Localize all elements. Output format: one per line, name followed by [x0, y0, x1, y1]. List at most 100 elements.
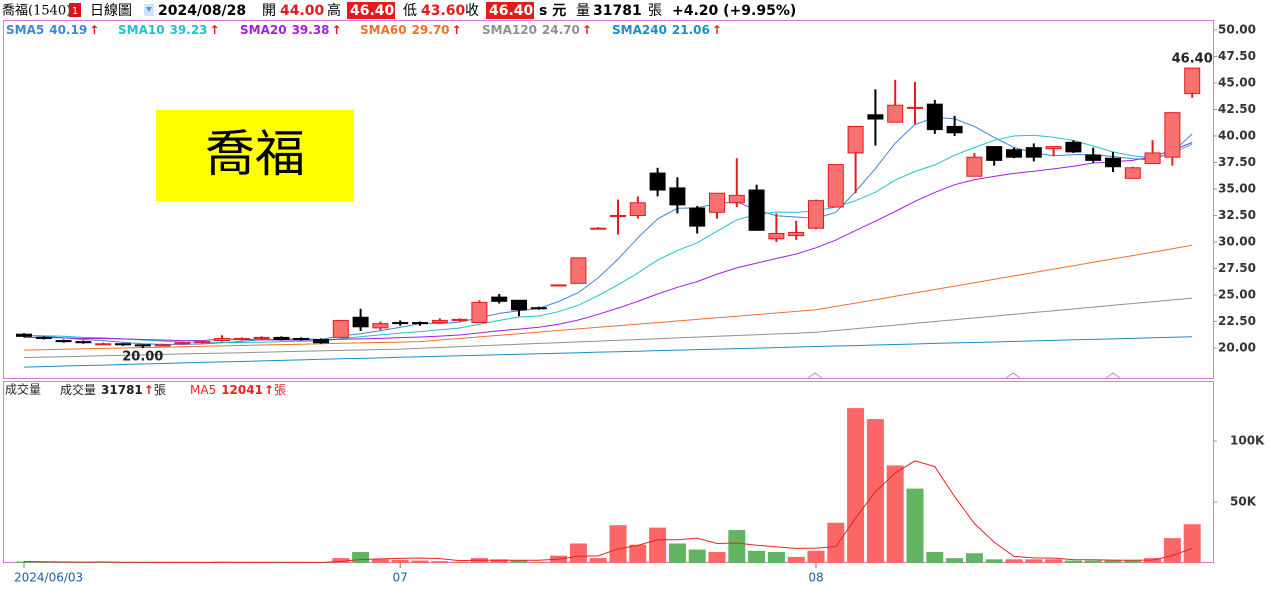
- legend-name: SMA5: [6, 23, 44, 37]
- legend-name: 成交量: [60, 382, 96, 397]
- legend-trend: ↑: [332, 23, 342, 37]
- candle-body: [650, 173, 665, 190]
- volume-bar: [1085, 561, 1102, 563]
- legend-name: SMA240: [612, 23, 667, 37]
- y-tick-label: 30.00: [1218, 234, 1256, 248]
- legend-unit: 張: [154, 383, 166, 397]
- candle-body: [195, 342, 210, 343]
- candle-body: [135, 345, 150, 346]
- y-tick-label: 50K: [1230, 495, 1257, 509]
- candle-body: [690, 208, 705, 226]
- volume-bar: [926, 552, 943, 563]
- candle-body: [848, 126, 863, 153]
- y-tick-label: 45.00: [1218, 75, 1256, 89]
- candle-body: [888, 105, 903, 122]
- y-tick-label: 35.00: [1218, 181, 1256, 195]
- close-label: 收: [465, 3, 479, 19]
- candle-body: [155, 345, 170, 346]
- candle-body: [413, 323, 428, 324]
- candle-body: [175, 343, 190, 344]
- open-value: 44.00: [280, 3, 325, 19]
- legend-unit: 張: [274, 383, 286, 397]
- candle-body: [452, 319, 467, 320]
- legend-trend: ↑: [452, 23, 462, 37]
- legend-value: 29.70: [412, 23, 450, 37]
- volume-panel: [4, 382, 1214, 563]
- candle-body: [333, 320, 348, 337]
- volume-bar: [788, 557, 805, 563]
- x-tick-label: 2024/06/03: [14, 571, 83, 585]
- legend-value: 24.70: [542, 23, 580, 37]
- signal-markers: [808, 373, 1120, 378]
- volume-title: 成交量: [5, 382, 41, 397]
- ma-line: [24, 245, 1192, 350]
- legend-value: 12041: [221, 383, 263, 397]
- currency: s 元: [539, 3, 566, 19]
- candle-body: [1026, 148, 1041, 158]
- candle-body: [96, 344, 111, 345]
- candle-body: [1145, 153, 1160, 164]
- volume-bar: [570, 543, 587, 563]
- candle-body: [611, 215, 626, 216]
- change: +4.20 (+9.95%): [672, 3, 796, 19]
- candle-body: [1125, 168, 1140, 179]
- volume-bar: [372, 559, 389, 563]
- y-tick-label: 37.50: [1218, 155, 1256, 169]
- legend-name: SMA20: [240, 23, 287, 37]
- candle-body: [1007, 150, 1022, 157]
- candle-body: [393, 323, 408, 324]
- legend-name: SMA120: [482, 23, 537, 37]
- candle-body: [294, 338, 309, 339]
- volume-bar: [748, 551, 765, 563]
- date: 2024/08/28: [158, 3, 246, 19]
- y-tick-label: 50.00: [1218, 22, 1256, 36]
- candle-body: [373, 324, 388, 328]
- legend-trend: ↑: [582, 23, 592, 37]
- low-value: 43.60: [421, 3, 466, 19]
- volume-label: 量: [576, 3, 590, 19]
- legend-name: SMA10: [118, 23, 165, 37]
- volume-bar: [1065, 561, 1082, 563]
- candle-body: [670, 188, 685, 205]
- candle-body: [472, 302, 487, 322]
- candle-body: [1066, 142, 1081, 152]
- volume-bar: [1105, 561, 1122, 563]
- candle-body: [76, 342, 91, 343]
- volume-bar: [431, 561, 448, 563]
- volume-bar: [511, 561, 528, 563]
- candle-body: [531, 308, 546, 309]
- candle-body: [36, 337, 51, 338]
- candle-body: [947, 126, 962, 132]
- close-value: 46.40: [489, 3, 534, 19]
- y-tick-label: 20.00: [1218, 340, 1256, 354]
- y-tick-label: 42.50: [1218, 102, 1256, 116]
- volume-bar: [590, 558, 607, 563]
- candle-body: [828, 165, 843, 207]
- candle-body: [927, 104, 942, 129]
- candle-body: [1165, 113, 1180, 158]
- candle-body: [1086, 155, 1101, 160]
- candle-body: [274, 337, 289, 339]
- candle-body: [868, 115, 883, 119]
- ma-line: [24, 298, 1192, 357]
- candle-body: [749, 190, 764, 230]
- y-tick-label: 40.00: [1218, 128, 1256, 142]
- volume-bar: [1006, 559, 1023, 563]
- volume-bar: [986, 559, 1003, 563]
- volume-bar: [649, 528, 666, 563]
- candle-body: [432, 320, 447, 322]
- legend-value: 21.06: [672, 23, 710, 37]
- candle-body: [987, 147, 1002, 161]
- y-tick-label: 47.50: [1218, 49, 1256, 63]
- period: 日線圖: [90, 3, 132, 19]
- volume-value: 31781: [593, 3, 642, 19]
- high-value: 46.40: [350, 3, 395, 19]
- candle-body: [254, 337, 269, 338]
- candle-body: [729, 195, 744, 202]
- volume-bar: [669, 543, 686, 563]
- volume-bar: [847, 408, 864, 563]
